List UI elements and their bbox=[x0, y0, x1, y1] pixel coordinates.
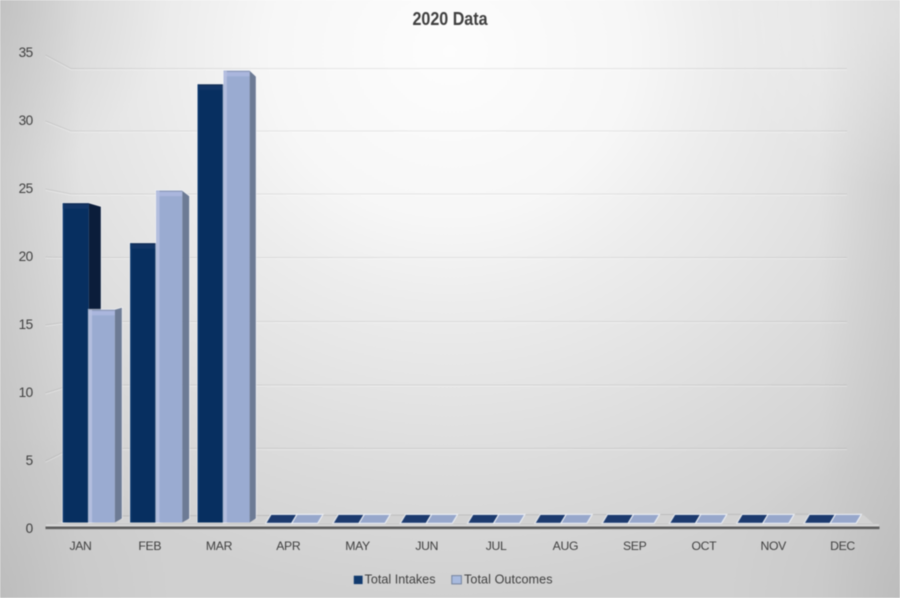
svg-text:OCT: OCT bbox=[691, 539, 717, 553]
svg-text:25: 25 bbox=[19, 181, 33, 196]
svg-text:5: 5 bbox=[26, 453, 33, 468]
svg-text:Total Intakes: Total Intakes bbox=[365, 572, 436, 586]
svg-text:APR: APR bbox=[276, 539, 301, 553]
svg-text:15: 15 bbox=[19, 317, 33, 332]
svg-text:MAY: MAY bbox=[345, 539, 370, 553]
svg-text:JUL: JUL bbox=[486, 539, 507, 553]
svg-text:10: 10 bbox=[19, 385, 34, 400]
svg-text:35: 35 bbox=[19, 45, 33, 60]
svg-text:AUG: AUG bbox=[553, 539, 579, 553]
svg-text:Total Outcomes: Total Outcomes bbox=[464, 572, 553, 586]
svg-text:SEP: SEP bbox=[623, 539, 647, 553]
svg-text:2020 Data: 2020 Data bbox=[413, 9, 489, 29]
svg-text:DEC: DEC bbox=[830, 539, 855, 553]
svg-text:FEB: FEB bbox=[138, 539, 161, 553]
svg-text:20: 20 bbox=[19, 249, 34, 264]
svg-text:0: 0 bbox=[26, 521, 34, 536]
svg-text:JUN: JUN bbox=[415, 539, 438, 553]
svg-text:MAR: MAR bbox=[206, 539, 233, 553]
svg-text:NOV: NOV bbox=[760, 539, 787, 553]
svg-text:30: 30 bbox=[19, 113, 34, 128]
svg-text:JAN: JAN bbox=[69, 539, 91, 553]
